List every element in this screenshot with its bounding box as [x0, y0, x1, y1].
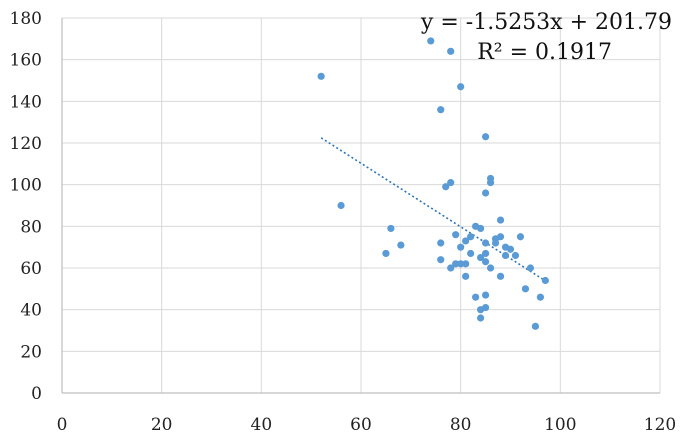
data-point — [536, 293, 545, 301]
y-tick-label: 100 — [10, 176, 42, 196]
data-point — [427, 37, 435, 45]
y-tick-label: 160 — [10, 51, 42, 71]
data-point — [467, 233, 475, 241]
data-point — [447, 264, 455, 272]
y-tick-label: 20 — [20, 342, 42, 362]
data-point — [496, 233, 505, 241]
data-point — [511, 251, 520, 260]
data-point — [486, 178, 495, 187]
data-point — [477, 314, 485, 322]
x-tick-label: 40 — [251, 415, 273, 435]
data-point — [516, 233, 525, 241]
data-point — [447, 178, 455, 187]
data-point — [437, 106, 445, 114]
data-point — [481, 239, 490, 247]
data-point — [437, 239, 445, 247]
data-point — [452, 260, 460, 268]
trendline-equation: y = -1.5253x + 201.79 — [420, 10, 672, 35]
data-point — [437, 256, 445, 264]
x-tick-label: 20 — [151, 415, 173, 435]
data-point — [477, 224, 485, 233]
data-point — [337, 201, 345, 210]
data-point — [496, 216, 505, 224]
data-point — [457, 260, 465, 268]
y-tick-label: 140 — [10, 92, 42, 112]
data-point — [452, 231, 460, 239]
data-point — [481, 258, 490, 266]
trendline-layer — [320, 137, 546, 282]
data-point — [462, 272, 470, 280]
y-tick-label: 40 — [20, 301, 42, 321]
data-point — [317, 72, 325, 80]
y-tick-label: 120 — [10, 134, 42, 154]
data-point — [541, 276, 549, 285]
x-tick-label: 80 — [450, 415, 472, 435]
y-tick-label: 180 — [10, 9, 42, 29]
x-tick-labels: 0 20 40 60 80 100 120 — [57, 415, 677, 435]
gridlines — [62, 17, 661, 393]
y-tick-label: 0 — [31, 384, 42, 404]
data-point — [481, 133, 490, 141]
data-point — [457, 243, 465, 251]
data-point — [481, 249, 490, 258]
data-point — [477, 253, 485, 262]
data-point — [491, 239, 500, 247]
data-point — [442, 183, 450, 191]
data-point — [506, 245, 515, 253]
data-point — [496, 272, 505, 280]
y-tick-label: 80 — [20, 217, 42, 237]
x-tick-label: 60 — [350, 415, 372, 435]
data-point — [457, 83, 465, 91]
data-point — [486, 264, 495, 272]
data-point — [387, 224, 395, 233]
data-point — [526, 264, 535, 272]
y-tick-label: 60 — [20, 259, 42, 279]
data-point — [481, 291, 490, 299]
x-tick-label: 100 — [544, 415, 576, 435]
data-point — [501, 251, 510, 260]
r-squared-label: R² = 0.1917 — [477, 40, 612, 65]
data-point — [472, 293, 480, 301]
x-tick-label: 120 — [644, 415, 676, 435]
x-tick-label: 0 — [57, 415, 68, 435]
data-point — [531, 322, 540, 330]
data-point — [467, 249, 475, 258]
data-point — [481, 303, 490, 312]
data-point — [397, 241, 405, 249]
data-points — [317, 37, 549, 330]
data-point — [481, 189, 490, 197]
linear-trendline — [320, 137, 546, 282]
data-point — [462, 237, 470, 245]
data-point — [382, 249, 390, 258]
y-tick-labels: 0 20 40 60 80 100 120 140 160 180 — [10, 9, 42, 404]
data-point — [447, 47, 455, 55]
data-point — [521, 285, 530, 293]
axes — [61, 18, 660, 394]
data-point — [462, 260, 470, 268]
